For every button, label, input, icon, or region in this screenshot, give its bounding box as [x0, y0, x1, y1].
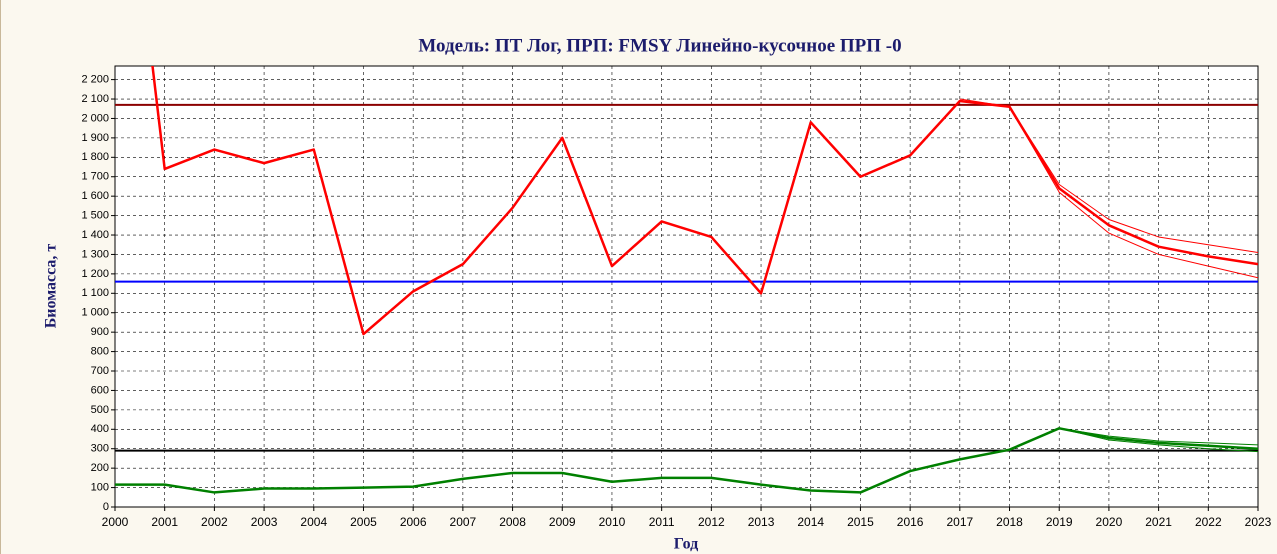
y-tick-label: 1 700 [81, 171, 109, 183]
x-tick-label: 2011 [649, 515, 675, 529]
x-tick-label: 2002 [201, 515, 228, 529]
y-axis-label: Биомасса, т [43, 244, 60, 329]
plot-lines [115, 66, 1258, 494]
y-tick-label: 1 600 [81, 190, 109, 202]
y-tick-label: 1 800 [81, 151, 109, 163]
x-tick-label: 2012 [698, 515, 725, 529]
y-tick-label: 500 [91, 404, 109, 416]
x-tick-label: 2000 [102, 515, 129, 529]
series-line [1059, 427, 1258, 453]
x-tick-label: 2007 [450, 515, 477, 529]
y-tick-label: 1 100 [81, 287, 109, 299]
y-tick-label: 200 [91, 462, 109, 474]
x-tick-label: 2006 [400, 515, 427, 529]
y-tick-label: 900 [91, 326, 109, 338]
x-tick-label: 2003 [251, 515, 278, 529]
y-tick-label: 1 500 [81, 209, 109, 221]
x-tick-label: 2015 [847, 515, 874, 529]
x-tick-label: 2008 [499, 515, 526, 529]
chart-title: Модель: ПТ Лог, ПРП: FMSY Линейно-кусочн… [418, 35, 901, 56]
y-tick-label: 700 [91, 365, 109, 377]
y-tick-label: 1 400 [81, 229, 109, 241]
x-tick-label: 2021 [1145, 515, 1172, 529]
x-tick-label: 2023 [1245, 515, 1272, 529]
x-tick-label: 2019 [1046, 515, 1073, 529]
x-tick-label: 2018 [996, 515, 1023, 529]
y-tick-label: 2 000 [81, 112, 109, 124]
y-tick-label: 1 000 [81, 307, 109, 319]
x-tick-label: 2016 [897, 515, 924, 529]
x-tick-label: 2013 [748, 515, 775, 529]
x-tick-label: 2004 [300, 515, 327, 529]
y-tick-label: 2 100 [81, 93, 109, 105]
x-tick-label: 2001 [151, 515, 178, 529]
x-tick-label: 2010 [599, 515, 626, 529]
y-tick-label: 100 [91, 481, 109, 493]
series-line [115, 427, 1258, 494]
y-tick-label: 1 300 [81, 248, 109, 260]
y-tick-label: 400 [91, 423, 109, 435]
plot-area [114, 65, 1259, 508]
x-tick-label: 2005 [350, 515, 377, 529]
x-tick-label: 2022 [1195, 515, 1222, 529]
y-tick-label: 800 [91, 345, 109, 357]
x-axis-label: Год [674, 536, 698, 553]
y-tick-label: 600 [91, 384, 109, 396]
y-tick-label: 2 200 [81, 74, 109, 86]
x-tick-label: 2014 [797, 515, 824, 529]
y-tick-label: 1 900 [81, 132, 109, 144]
x-tick-label: 2009 [549, 515, 576, 529]
series-line [1009, 106, 1258, 279]
series-line [1059, 427, 1258, 446]
y-tick-label: 1 200 [81, 268, 109, 280]
series-line [151, 66, 1258, 336]
y-tick-label: 300 [91, 443, 109, 455]
y-tick-label: 0 [103, 501, 109, 513]
x-tick-label: 2017 [946, 515, 973, 529]
x-tick-label: 2020 [1096, 515, 1123, 529]
